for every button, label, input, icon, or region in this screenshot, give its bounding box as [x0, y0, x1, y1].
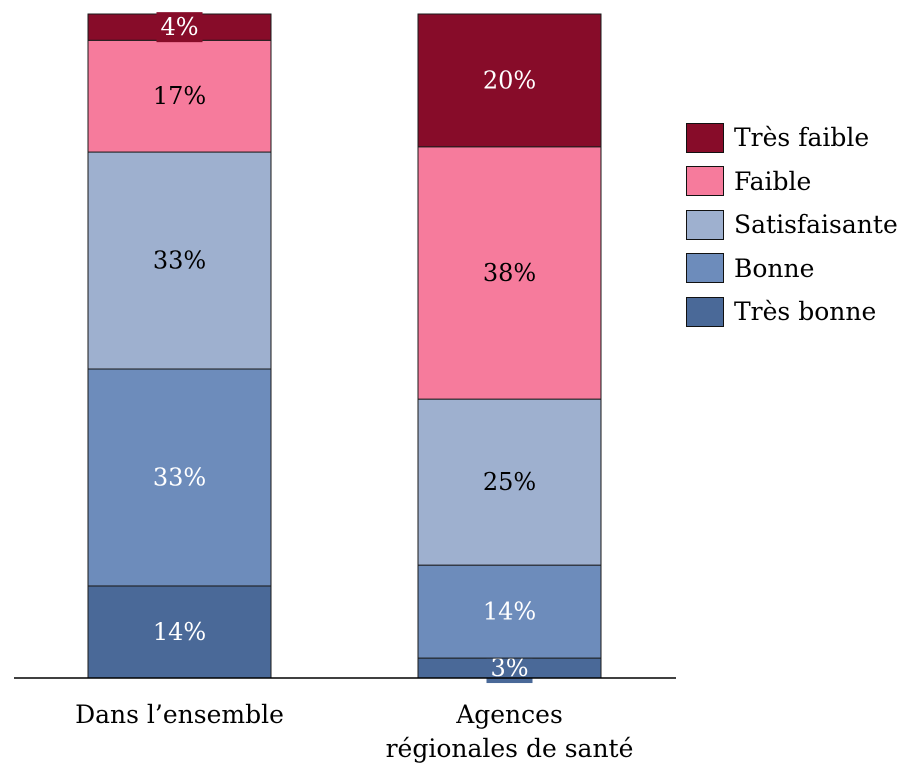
- category-label-1-line-0: Agences: [455, 700, 563, 729]
- data-label-satisfaisante-1: 25%: [483, 468, 536, 496]
- bar-segment-tres-bonne-0: [87, 585, 272, 679]
- chart-legend: Très faible Faible Satisfaisante Bonne Très …: [686, 116, 898, 334]
- bar-segment-tres-faible-1: [417, 13, 602, 148]
- bar-segment-faible-0: [87, 39, 272, 153]
- data-label-tres-bonne-0: 14%: [153, 618, 206, 646]
- legend-item-tres-bonne: Très bonne: [686, 290, 898, 334]
- legend-swatch-satisfaisante: [686, 209, 724, 240]
- bar-segment-satisfaisante-0: [87, 151, 272, 370]
- legend-item-faible: Faible: [686, 160, 898, 204]
- data-label-tres-faible-1: 20%: [483, 66, 536, 94]
- data-label-bonne-1: 14%: [483, 598, 536, 626]
- bar-segment-bonne-1: [417, 564, 602, 659]
- legend-item-satisfaisante: Satisfaisante: [686, 203, 898, 247]
- category-label-0: Dans l’ensemble: [75, 700, 284, 729]
- data-label-faible-1: 38%: [483, 259, 536, 287]
- legend-label-tres-bonne: Très bonne: [734, 297, 877, 327]
- legend-label-faible: Faible: [734, 166, 812, 196]
- data-label-bg-tres-faible-0: [156, 12, 203, 43]
- legend-label-bonne: Bonne: [734, 253, 815, 283]
- data-label-satisfaisante-0: 33%: [153, 247, 206, 275]
- data-label-tres-faible-0: 4%: [160, 13, 198, 41]
- legend-item-bonne: Bonne: [686, 247, 898, 291]
- data-label-faible-0: 17%: [153, 82, 206, 110]
- legend-swatch-bonne: [686, 253, 724, 284]
- legend-swatch-tres-faible: [686, 122, 724, 153]
- legend-swatch-faible: [686, 166, 724, 197]
- legend-label-satisfaisante: Satisfaisante: [734, 210, 898, 240]
- data-label-bonne-0: 33%: [153, 463, 206, 491]
- legend-label-tres-faible: Très faible: [734, 123, 870, 153]
- legend-swatch-tres-bonne: [686, 296, 724, 327]
- bar-segment-satisfaisante-1: [417, 398, 602, 566]
- legend-item-tres-faible: Très faible: [686, 116, 898, 160]
- category-label-1-line-1: régionales de santé: [386, 734, 634, 763]
